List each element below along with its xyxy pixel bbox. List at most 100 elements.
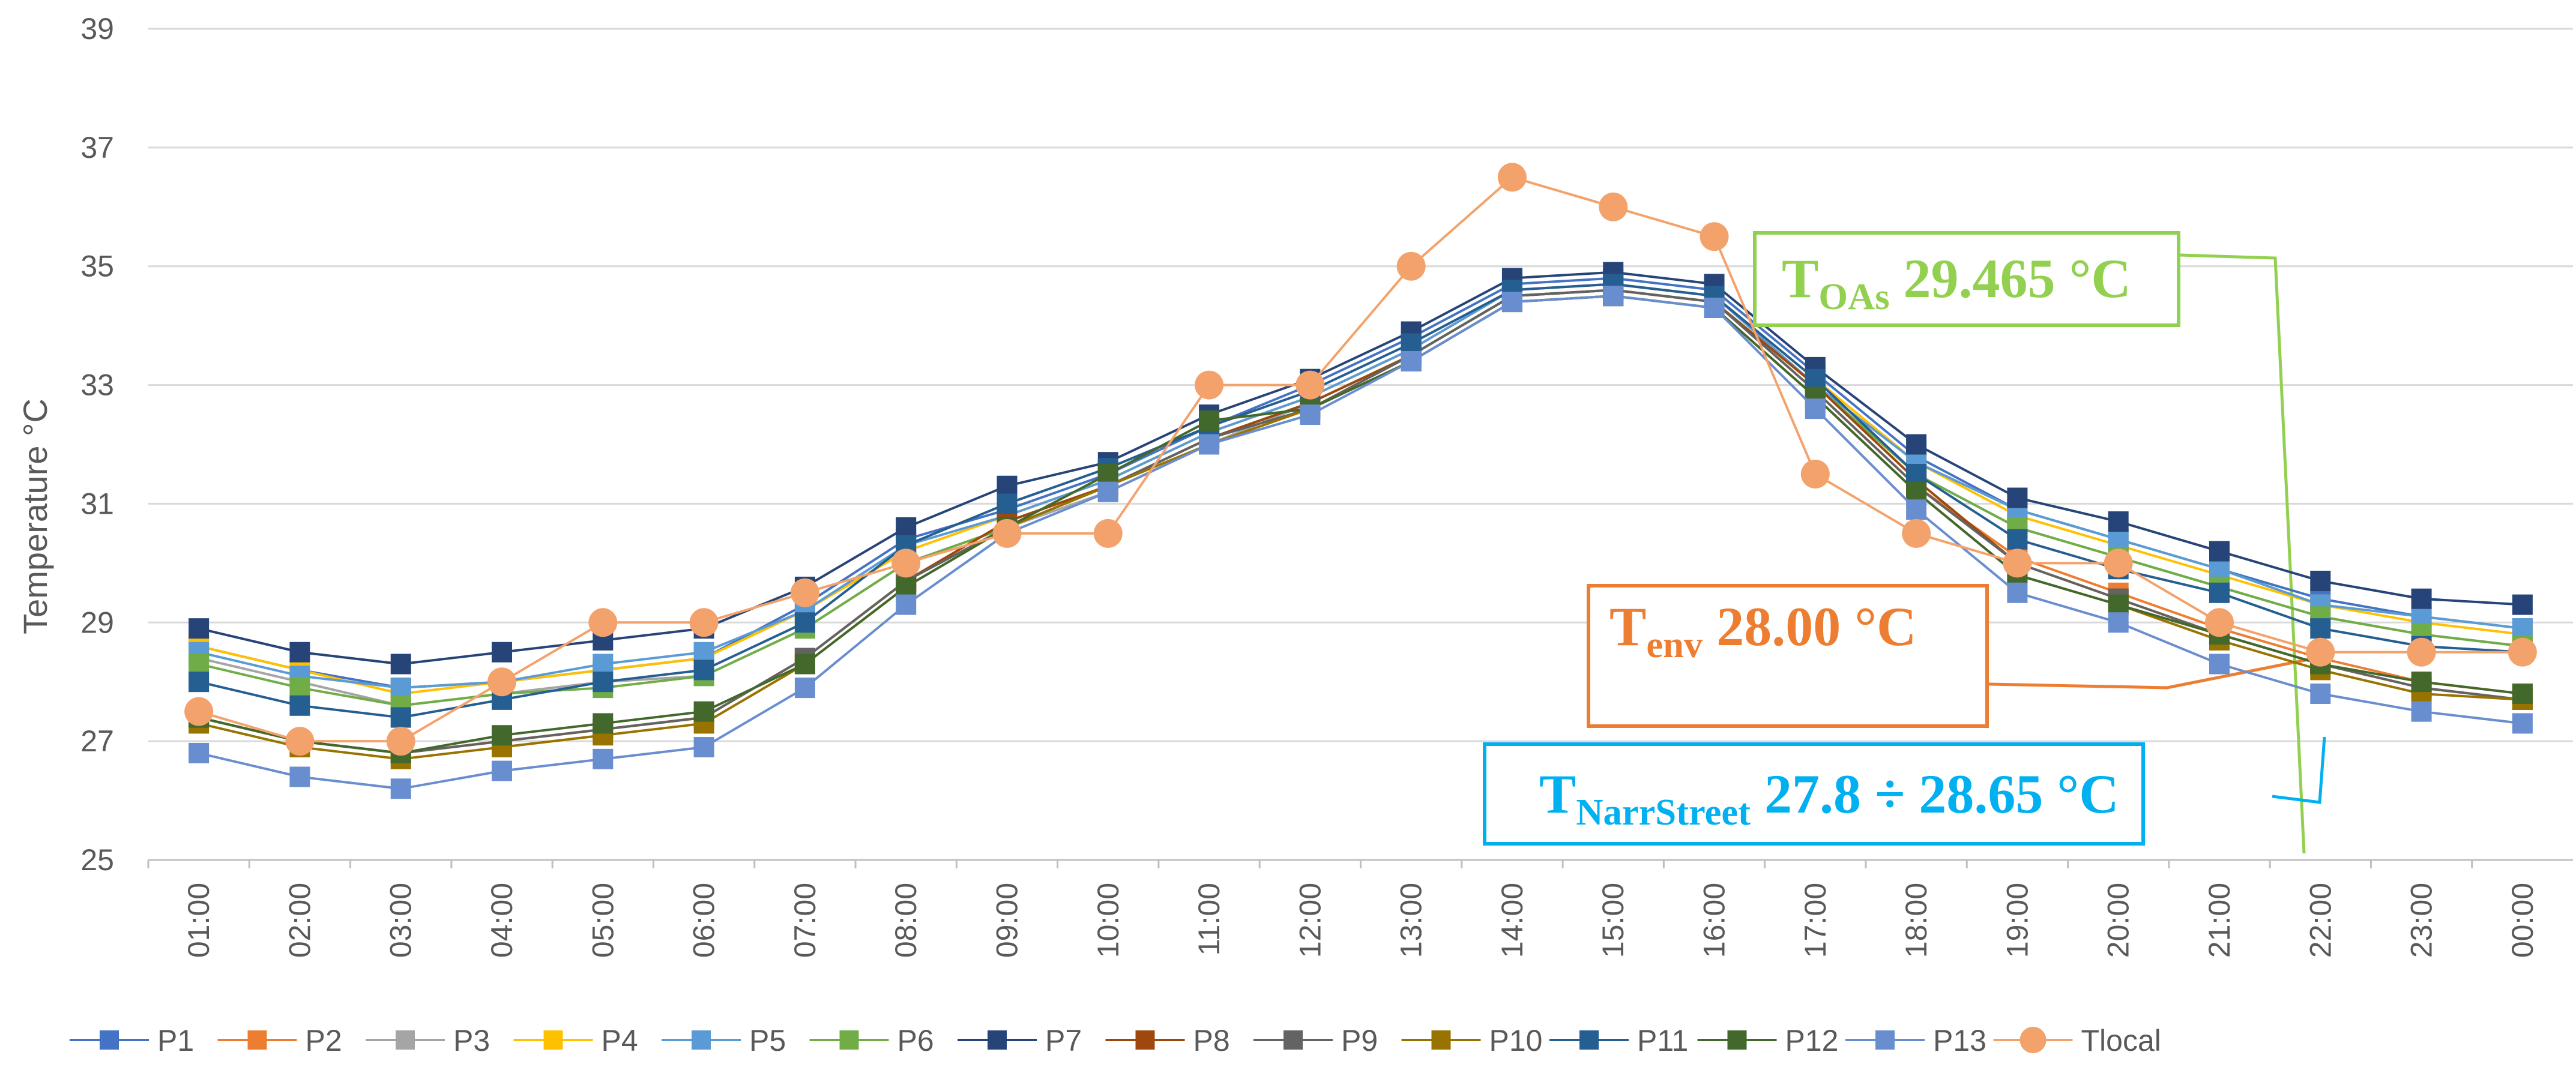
data-point <box>1497 163 1527 192</box>
data-point <box>593 654 614 675</box>
x-tick-label: 08:00 <box>889 883 923 958</box>
legend-label: P9 <box>1341 1024 1378 1057</box>
y-tick-label: 35 <box>80 250 114 283</box>
data-point <box>2512 594 2533 615</box>
data-point <box>2108 612 2129 633</box>
data-point <box>693 660 714 681</box>
data-point <box>289 695 310 716</box>
data-point <box>2108 529 2129 550</box>
series-line <box>198 283 2523 719</box>
data-point <box>896 594 917 615</box>
data-point <box>2007 487 2028 508</box>
data-point <box>1501 292 1522 313</box>
data-point <box>588 608 618 637</box>
x-tick-label: 16:00 <box>1698 883 1731 958</box>
data-point <box>289 642 310 663</box>
data-point <box>2310 571 2331 592</box>
data-point <box>2007 582 2028 603</box>
series-line <box>198 176 2523 743</box>
series-group <box>184 163 2537 799</box>
data-point <box>794 678 815 699</box>
data-point <box>386 727 415 756</box>
y-axis-label: Temperature °C <box>16 398 54 634</box>
x-tick-label: 14:00 <box>1495 883 1529 958</box>
legend-label: P6 <box>897 1024 934 1057</box>
x-tick-label: 20:00 <box>2102 883 2135 958</box>
legend-item-p10: P10 <box>1401 1024 1542 1057</box>
legend-marker <box>100 1030 119 1050</box>
series-line <box>198 283 2523 690</box>
data-point <box>492 642 513 663</box>
x-tick-label: 15:00 <box>1596 883 1630 958</box>
x-tick-label: 12:00 <box>1293 883 1327 958</box>
data-point <box>992 518 1022 548</box>
series-line <box>198 277 2523 690</box>
callout-connector-narr <box>2272 736 2326 804</box>
legend-marker <box>1727 1030 1747 1050</box>
data-point <box>593 748 614 769</box>
data-point <box>1199 410 1220 431</box>
legend-label: P11 <box>1637 1024 1688 1057</box>
legend-item-p13: P13 <box>1845 1024 1986 1057</box>
data-point <box>2310 684 2331 704</box>
data-point <box>1704 297 1725 318</box>
legend-marker <box>1431 1030 1451 1050</box>
series-p3 <box>189 280 2533 716</box>
legend-label: P8 <box>1193 1024 1230 1057</box>
callout-connector-env <box>1988 654 2330 690</box>
x-tick-label: 10:00 <box>1091 883 1125 958</box>
x-tick-label: 06:00 <box>687 883 721 958</box>
data-point <box>1906 463 1927 484</box>
data-point <box>2209 541 2230 562</box>
legend-label: P2 <box>306 1024 342 1057</box>
series-line <box>198 295 2523 754</box>
data-point <box>492 760 513 781</box>
data-point <box>390 778 411 799</box>
data-point <box>390 707 411 728</box>
series-line <box>198 289 2523 707</box>
data-point <box>2508 637 2537 667</box>
x-tick-label: 02:00 <box>283 883 316 958</box>
legend-marker <box>247 1030 267 1050</box>
data-point <box>487 667 517 697</box>
series-line <box>198 289 2523 707</box>
data-point <box>189 654 210 675</box>
data-point <box>2108 594 2129 615</box>
data-point <box>2512 618 2533 639</box>
y-axis-ticks: 25 27 29 31 33 35 37 39 <box>80 12 114 877</box>
data-point <box>1906 434 1927 455</box>
data-point <box>2104 549 2133 578</box>
legend-marker <box>988 1030 1007 1050</box>
series-tlocal <box>184 163 2537 756</box>
series-line <box>198 289 2523 754</box>
data-point <box>2007 529 2028 550</box>
y-tick-label: 33 <box>80 368 114 402</box>
y-tick-label: 31 <box>80 487 114 520</box>
legend-label: P5 <box>749 1024 786 1057</box>
callout-t-env: Tenv 28.00 °C <box>1587 584 1989 728</box>
series-p10 <box>189 286 2533 769</box>
legend-item-p6: P6 <box>809 1024 934 1057</box>
legend-item-tlocal: Tlocal <box>1993 1024 2161 1057</box>
legend: P1 P2 P3 P4 P5 P6 P7 P8 P9 P10 P11 P12 P13 Tlocal <box>70 1024 2161 1057</box>
x-tick-label: 18:00 <box>1899 883 1933 958</box>
data-point <box>693 642 714 663</box>
legend-item-p7: P7 <box>958 1024 1082 1057</box>
data-point <box>189 618 210 639</box>
y-tick-label: 39 <box>80 12 114 46</box>
data-point <box>1300 404 1321 425</box>
legend-marker <box>2019 1027 2047 1053</box>
x-tick-label: 13:00 <box>1395 883 1428 958</box>
x-tick-label: 11:00 <box>1192 883 1226 955</box>
series-line <box>198 289 2523 754</box>
callout-connectors <box>1988 253 2330 854</box>
data-point <box>693 737 714 758</box>
data-point <box>1401 351 1422 371</box>
x-tick-label: 01:00 <box>182 883 216 958</box>
data-point <box>1800 459 1830 488</box>
data-point <box>2209 559 2230 580</box>
data-point <box>289 678 310 699</box>
data-point <box>1199 434 1220 455</box>
data-point <box>2310 618 2331 639</box>
